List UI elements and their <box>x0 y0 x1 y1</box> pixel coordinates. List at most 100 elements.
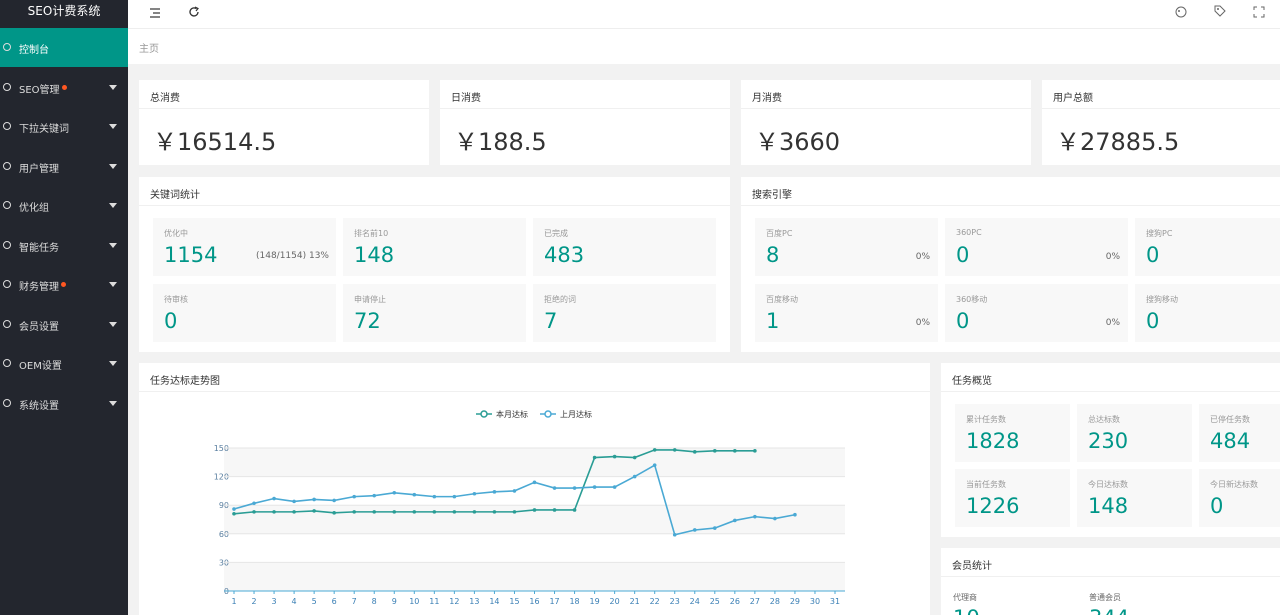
card-header <box>941 363 1280 392</box>
data-point <box>692 528 697 532</box>
menu-item[interactable]: OEM设置 <box>0 344 128 383</box>
data-point <box>592 485 597 489</box>
menu-item[interactable]: 控制台 <box>0 28 128 67</box>
stat-label: 360移动 <box>956 295 988 304</box>
data-point <box>452 494 457 499</box>
card: 月消费 ￥3660 <box>741 80 1031 165</box>
card-title: 会员统计 <box>952 561 992 572</box>
menu-icon <box>3 319 11 328</box>
theme-icon[interactable] <box>1174 5 1188 19</box>
data-point <box>753 514 757 519</box>
x-tick-label: 29 <box>790 597 800 606</box>
stat-box: 总达标数 230 <box>1077 404 1192 462</box>
stat-value: ￥16514.5 <box>153 128 277 156</box>
card: 关键词统计 优化中 1154 (148/1154) 13% 排名前10 148 已完成 483… <box>139 177 730 352</box>
menu-item[interactable]: 财务管理 <box>0 265 128 304</box>
menu-item[interactable]: 优化组 <box>0 186 128 225</box>
x-tick-label: 26 <box>730 597 740 606</box>
data-point <box>733 518 737 523</box>
stat-value: ￥188.5 <box>454 128 547 156</box>
stat-box: 今日新达标数 0 <box>1199 469 1280 527</box>
stat-note: (148/1154) 13% <box>255 251 329 261</box>
x-tick-label: 10 <box>409 597 419 606</box>
x-tick-label: 15 <box>509 597 519 606</box>
tag-icon[interactable] <box>1213 4 1227 18</box>
sidebar: SEO计费系统 控制台 SEO管理 下拉关键词 用户管理 优化组 智能任务 财务管理 会员设置 O… <box>0 0 128 615</box>
menu-item[interactable]: 用户管理 <box>0 147 128 186</box>
stat-box: 百度移动 1 0% <box>755 284 938 342</box>
x-tick-label: 22 <box>650 597 660 606</box>
data-point <box>552 508 557 512</box>
x-tick-label: 25 <box>710 597 720 606</box>
menu-arrow <box>109 321 117 327</box>
x-tick-label: 17 <box>549 597 559 606</box>
card-header <box>941 548 1280 577</box>
card-title: 日消费 <box>451 93 481 104</box>
card-header <box>139 177 730 206</box>
stat-value: 230 <box>1088 429 1129 453</box>
menu-icon <box>3 359 11 367</box>
menu-item[interactable]: 下拉关键词 <box>0 107 128 146</box>
stat-box: 排名前10 148 <box>343 218 526 276</box>
menu-toggle-icon[interactable] <box>148 6 162 20</box>
card-title: 任务达标走势图 <box>150 376 220 387</box>
menu-arrow <box>109 84 117 90</box>
data-point <box>392 510 397 514</box>
stat-box: 已完成 483 <box>533 218 716 276</box>
data-point <box>472 491 477 496</box>
menu-item[interactable]: 系统设置 <box>0 384 128 423</box>
member-value: 344 <box>1089 606 1129 615</box>
card-header <box>1042 80 1280 109</box>
data-point <box>412 510 417 514</box>
data-point <box>512 510 517 514</box>
stat-label: 拒绝的词 <box>544 295 576 304</box>
card: 任务达标走势图030609012015012345678910111213141… <box>139 363 930 615</box>
stat-value: 1828 <box>966 429 1020 453</box>
data-point <box>632 455 637 460</box>
menu-label: 财务管理 <box>19 282 59 293</box>
stat-value: 72 <box>354 309 381 333</box>
menu-item[interactable]: SEO管理 <box>0 68 128 107</box>
x-tick-label: 13 <box>469 597 479 606</box>
data-point <box>713 449 717 453</box>
stat-label: 已停任务数 <box>1210 415 1250 424</box>
legend-label: 上月达标 <box>560 409 592 419</box>
menu-item[interactable]: 会员设置 <box>0 305 128 344</box>
breadcrumb[interactable]: 主页 <box>139 44 159 55</box>
data-point <box>652 463 657 467</box>
card-header <box>440 80 730 109</box>
stat-value: 0 <box>956 243 970 267</box>
menu-item[interactable]: 智能任务 <box>0 226 128 265</box>
menu-icon <box>3 161 11 170</box>
stat-label: 总达标数 <box>1088 415 1120 424</box>
menu-icon <box>3 201 11 209</box>
card-title: 任务概览 <box>952 376 992 387</box>
stat-label: 累计任务数 <box>966 415 1006 424</box>
x-tick-label: 28 <box>770 597 780 606</box>
data-point <box>532 480 537 485</box>
stat-box: 360移动 0 0% <box>945 284 1128 342</box>
menu-icon <box>3 82 11 91</box>
fullscreen-icon[interactable] <box>1252 5 1266 19</box>
menu-icon <box>3 240 11 249</box>
x-tick-label: 16 <box>529 597 539 606</box>
stat-value: 0 <box>1146 243 1160 267</box>
data-point <box>232 511 236 516</box>
x-tick-label: 11 <box>429 597 439 606</box>
data-point <box>492 490 497 494</box>
menu-arrow <box>109 163 117 169</box>
card-header <box>139 363 930 392</box>
card-title: 关键词统计 <box>150 190 200 201</box>
refresh-icon[interactable] <box>187 5 201 19</box>
data-point <box>272 510 276 514</box>
x-tick-label: 6 <box>332 597 337 606</box>
stat-value: 1 <box>766 309 780 333</box>
x-tick-label: 20 <box>610 597 620 606</box>
stat-value: 1226 <box>966 494 1020 518</box>
stat-label: 搜狗移动 <box>1146 295 1178 304</box>
data-point <box>733 449 737 453</box>
member-label: 代理商 <box>953 593 977 602</box>
x-tick-label: 8 <box>372 597 377 606</box>
